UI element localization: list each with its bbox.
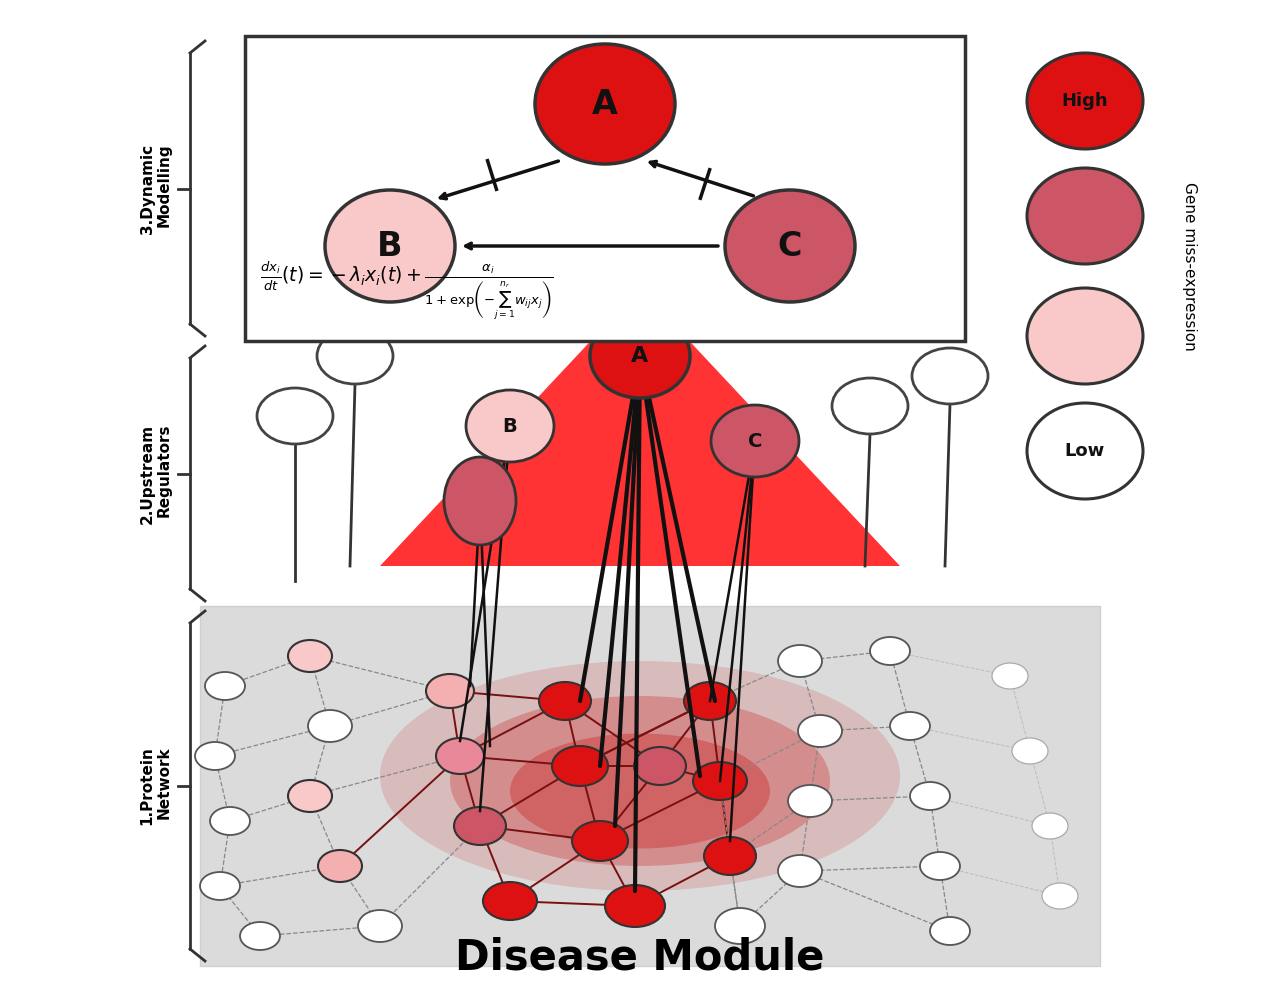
Ellipse shape (200, 872, 241, 900)
Ellipse shape (710, 405, 799, 477)
Ellipse shape (704, 837, 756, 875)
Ellipse shape (325, 190, 454, 302)
Text: C: C (778, 229, 803, 263)
Ellipse shape (380, 661, 900, 891)
Ellipse shape (483, 882, 538, 920)
Polygon shape (451, 331, 829, 566)
Text: 2.Upstream
Regulators: 2.Upstream Regulators (140, 423, 172, 524)
Ellipse shape (684, 682, 736, 720)
Ellipse shape (788, 785, 832, 817)
Ellipse shape (1027, 403, 1143, 499)
Ellipse shape (1032, 813, 1068, 839)
FancyBboxPatch shape (244, 36, 965, 341)
Ellipse shape (535, 44, 675, 164)
Ellipse shape (436, 738, 484, 774)
Ellipse shape (572, 821, 628, 861)
Ellipse shape (539, 682, 591, 720)
Ellipse shape (509, 733, 771, 849)
Ellipse shape (716, 908, 765, 944)
Ellipse shape (454, 807, 506, 845)
Ellipse shape (444, 457, 516, 545)
Ellipse shape (466, 390, 554, 462)
Ellipse shape (195, 742, 236, 770)
Ellipse shape (257, 388, 333, 444)
Ellipse shape (870, 637, 910, 665)
Ellipse shape (1027, 288, 1143, 384)
Ellipse shape (692, 762, 748, 800)
Ellipse shape (590, 314, 690, 398)
Ellipse shape (288, 780, 332, 812)
Text: 1.Protein
Network: 1.Protein Network (140, 747, 172, 826)
Ellipse shape (911, 348, 988, 404)
Ellipse shape (890, 712, 931, 740)
Ellipse shape (451, 696, 829, 866)
Text: Gene miss-expression: Gene miss-expression (1183, 181, 1198, 351)
Ellipse shape (931, 917, 970, 945)
Text: 3.Dynamic
Modelling: 3.Dynamic Modelling (140, 143, 172, 234)
Ellipse shape (634, 747, 686, 785)
Ellipse shape (317, 328, 393, 384)
Text: High: High (1061, 92, 1108, 110)
Text: C: C (748, 431, 762, 450)
Text: Disease Module: Disease Module (456, 936, 824, 978)
Ellipse shape (605, 885, 666, 927)
Ellipse shape (205, 672, 244, 700)
Ellipse shape (778, 645, 822, 677)
Ellipse shape (1012, 738, 1048, 764)
Ellipse shape (778, 855, 822, 887)
Polygon shape (520, 331, 750, 566)
Ellipse shape (288, 640, 332, 672)
Ellipse shape (358, 910, 402, 942)
Polygon shape (380, 331, 900, 566)
Polygon shape (200, 606, 1100, 966)
Ellipse shape (797, 715, 842, 747)
Text: Low: Low (1065, 442, 1105, 460)
Ellipse shape (1027, 53, 1143, 149)
Ellipse shape (552, 746, 608, 786)
Ellipse shape (920, 852, 960, 880)
Ellipse shape (1042, 883, 1078, 909)
Text: A: A (593, 88, 618, 121)
Ellipse shape (992, 663, 1028, 689)
Ellipse shape (317, 850, 362, 882)
Ellipse shape (910, 782, 950, 810)
Text: $\frac{dx_i}{dt}(t) = -\lambda_i x_i(t) + \frac{\alpha_i}{1 + \exp\!\left(-\sum_: $\frac{dx_i}{dt}(t) = -\lambda_i x_i(t) … (260, 260, 553, 323)
Ellipse shape (1027, 168, 1143, 264)
Text: A: A (631, 346, 649, 366)
Text: B: B (378, 229, 403, 263)
Ellipse shape (241, 922, 280, 950)
Ellipse shape (210, 807, 250, 835)
Ellipse shape (426, 674, 474, 708)
Text: B: B (503, 416, 517, 435)
Ellipse shape (724, 190, 855, 302)
Ellipse shape (308, 710, 352, 742)
Ellipse shape (832, 378, 908, 434)
